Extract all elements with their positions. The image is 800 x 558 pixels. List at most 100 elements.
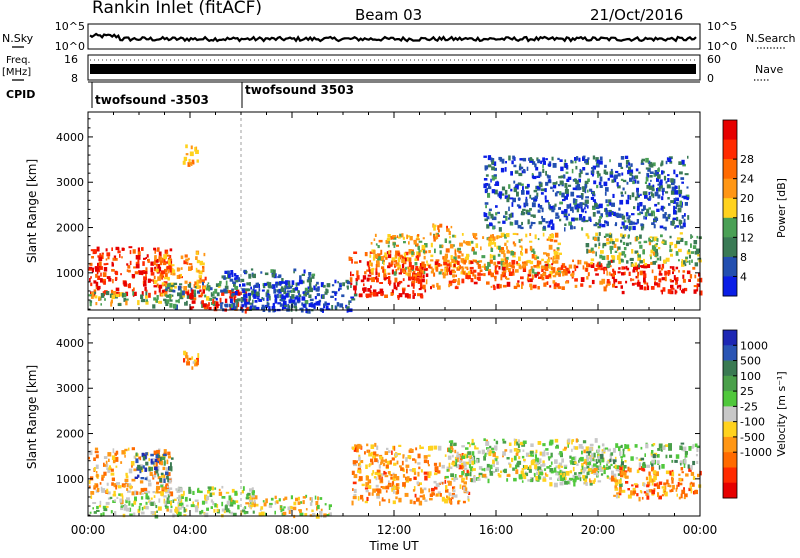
- heatmap-cell: [595, 461, 598, 464]
- heatmap-cell: [498, 266, 501, 270]
- heatmap-cell: [448, 497, 451, 503]
- heatmap-cell: [488, 211, 491, 216]
- heatmap-cell: [135, 458, 139, 464]
- heatmap-cell: [231, 302, 236, 307]
- heatmap-cell: [642, 270, 646, 274]
- heatmap-cell: [250, 504, 254, 507]
- heatmap-cell: [95, 273, 98, 278]
- heatmap-cell: [232, 500, 236, 505]
- heatmap-cell: [675, 454, 680, 459]
- heatmap-cell: [415, 238, 420, 241]
- heatmap-cell: [565, 267, 569, 272]
- heatmap-cell: [638, 458, 642, 462]
- heatmap-cell: [245, 304, 248, 308]
- heatmap-cell: [694, 250, 699, 255]
- heatmap-cell: [629, 169, 634, 174]
- heatmap-cell: [390, 474, 393, 477]
- heatmap-cell: [698, 272, 701, 277]
- heatmap-cell: [454, 474, 457, 478]
- heatmap-cell: [302, 496, 306, 499]
- heatmap-cell: [627, 448, 631, 452]
- heatmap-cell: [423, 268, 427, 271]
- heatmap-cell: [495, 212, 498, 216]
- heatmap-cell: [212, 291, 215, 297]
- heatmap-cell: [380, 473, 385, 476]
- heatmap-cell: [634, 196, 638, 201]
- heatmap-cell: [638, 195, 640, 198]
- heatmap-cell: [377, 272, 380, 277]
- heatmap-cell: [434, 472, 438, 476]
- heatmap-cell: [429, 266, 433, 269]
- heatmap-cell: [119, 498, 123, 503]
- heatmap-cell: [684, 287, 688, 292]
- heatmap-cell: [387, 265, 391, 269]
- heatmap-cell: [686, 270, 691, 275]
- colorbar-swatch: [723, 217, 737, 238]
- heatmap-cell: [536, 157, 539, 161]
- heatmap-cell: [606, 476, 610, 479]
- heatmap-cell: [586, 276, 589, 280]
- heatmap-cell: [140, 477, 145, 480]
- heatmap-cell: [459, 242, 463, 247]
- heatmap-cell: [603, 235, 607, 238]
- heatmap-cell: [606, 283, 611, 286]
- heatmap-cell: [154, 266, 157, 271]
- heatmap-cell: [316, 293, 320, 297]
- heatmap-cell: [504, 211, 508, 215]
- heatmap-cell: [399, 254, 403, 258]
- heatmap-cell: [433, 272, 436, 277]
- heatmap-cell: [96, 473, 99, 478]
- heatmap-cell: [244, 506, 247, 509]
- heatmap-cell: [176, 275, 181, 279]
- heatmap-cell: [648, 237, 651, 242]
- heatmap-cell: [667, 289, 672, 294]
- heatmap-cell: [516, 184, 519, 190]
- heatmap-cell: [539, 469, 543, 472]
- heatmap-cell: [610, 477, 615, 482]
- heatmap-cell: [380, 293, 383, 296]
- heatmap-cell: [598, 261, 601, 265]
- heatmap-cell: [665, 160, 668, 165]
- heatmap-cell: [149, 471, 153, 476]
- heatmap-cell: [139, 491, 143, 495]
- heatmap-cell: [446, 268, 450, 272]
- heatmap-cell: [446, 271, 449, 276]
- heatmap-cell: [414, 459, 417, 464]
- heatmap-cell: [305, 508, 308, 511]
- heatmap-cell: [478, 472, 483, 476]
- heatmap-cell: [375, 275, 378, 279]
- heatmap-cell: [408, 252, 411, 255]
- x-tick-label: 00:00: [71, 523, 106, 537]
- heatmap-cell: [271, 306, 276, 311]
- heatmap-cells: [88, 350, 702, 519]
- heatmap-cell: [140, 299, 144, 303]
- heatmap-cell: [274, 501, 277, 505]
- heatmap-cell: [679, 285, 682, 291]
- x-tick-label: 00:00: [683, 523, 718, 537]
- heatmap-cell: [493, 255, 496, 260]
- heatmap-cell: [419, 269, 423, 273]
- heatmap-cell: [291, 294, 295, 299]
- heatmap-cell: [315, 301, 318, 306]
- heatmap-cell: [112, 257, 116, 261]
- heatmap-cell: [594, 205, 596, 210]
- heatmap-cell: [412, 489, 416, 492]
- heatmap-cell: [179, 283, 183, 286]
- heatmap-cell: [156, 485, 161, 490]
- heatmap-cell: [653, 236, 658, 241]
- heatmap-cell: [103, 456, 108, 459]
- heatmap-cell: [657, 247, 661, 250]
- heatmap-cell: [668, 203, 671, 206]
- heatmap-cell: [105, 501, 110, 505]
- heatmap-cell: [98, 505, 102, 508]
- heatmap-cell: [168, 288, 171, 292]
- heatmap-cell: [590, 247, 594, 252]
- heatmap-cell: [436, 234, 439, 240]
- heatmap-cell: [274, 495, 277, 500]
- heatmap-cell: [411, 280, 416, 284]
- heatmap-cell: [261, 289, 265, 292]
- heatmap-cell: [449, 283, 452, 287]
- heatmap-cell: [597, 173, 599, 178]
- heatmap-cell: [155, 505, 158, 509]
